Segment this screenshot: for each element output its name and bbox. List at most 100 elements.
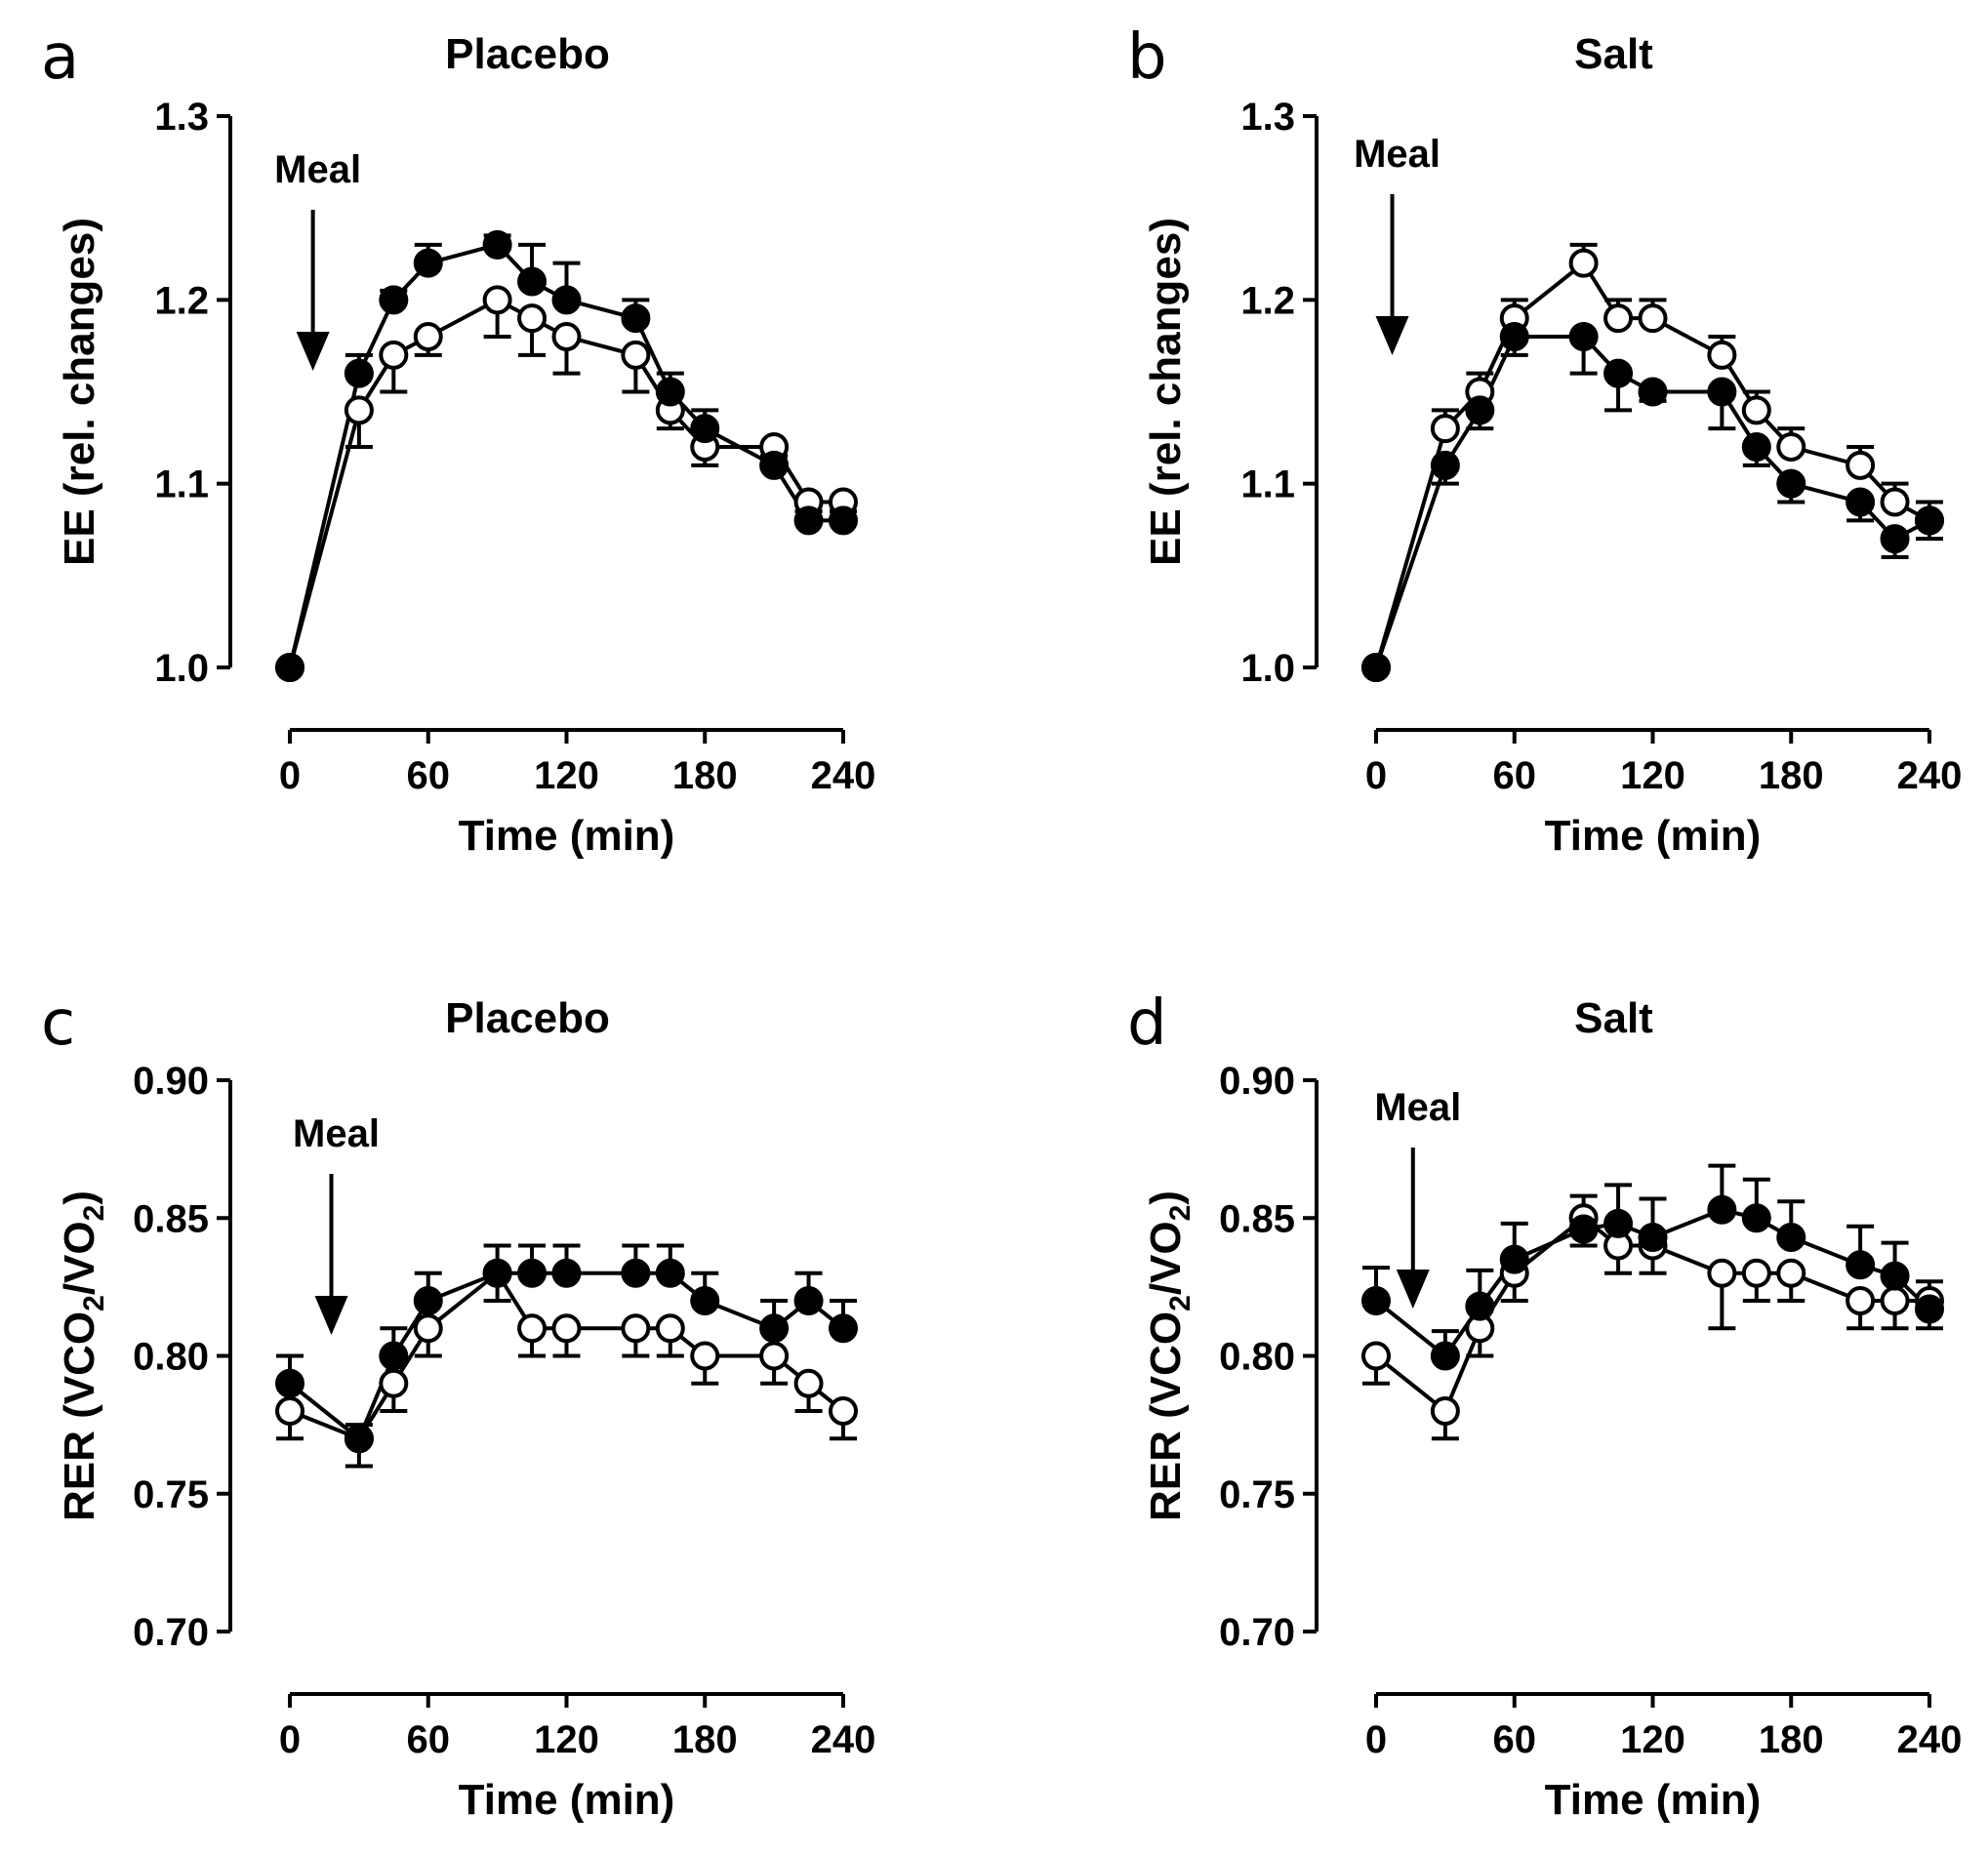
data-point-open <box>1707 340 1737 370</box>
x-tick-label: 0 <box>1365 1718 1387 1761</box>
data-point-filled <box>275 1368 304 1398</box>
data-point-filled <box>275 653 304 682</box>
y-tick-label: 0.80 <box>1219 1336 1295 1379</box>
y-tick-label: 1.1 <box>154 464 209 506</box>
data-point-filled <box>829 505 858 536</box>
data-point-filled <box>1915 1294 1944 1324</box>
meal-annotation-label: Meal <box>1374 1086 1461 1129</box>
data-point-filled <box>829 1313 858 1344</box>
x-tick-label: 0 <box>1365 754 1387 797</box>
x-tick-label: 120 <box>534 754 599 797</box>
panel-title: Salt <box>1574 994 1653 1042</box>
data-point-open <box>621 340 651 370</box>
y-tick-label: 0.90 <box>133 1060 209 1103</box>
data-point-open <box>344 395 374 425</box>
data-point-filled <box>1430 450 1460 480</box>
panel-letter: c <box>41 988 75 1060</box>
x-tick-label: 240 <box>811 1718 876 1761</box>
meal-annotation-label: Meal <box>1354 133 1440 176</box>
x-axis-label: Time (min) <box>459 812 675 860</box>
y-tick-label: 0.75 <box>133 1473 209 1516</box>
data-point-filled <box>1846 1250 1876 1280</box>
x-tick-label: 60 <box>407 1718 451 1761</box>
y-tick-label: 1.1 <box>1240 464 1295 506</box>
data-point-filled <box>1465 395 1495 425</box>
data-point-open <box>379 340 409 370</box>
data-point-open <box>1776 432 1806 462</box>
data-point-filled <box>379 285 409 315</box>
x-axis-label: Time (min) <box>1545 1776 1762 1824</box>
y-axis-label: RER (VCO2/VO2) <box>1142 1190 1197 1521</box>
meal-annotation-label: Meal <box>293 1112 380 1155</box>
data-point-open <box>413 1313 443 1344</box>
panel-c: c Placebo 0.70 0.75 0.80 0.85 0.90 0 60 120 180 240… <box>41 988 875 1824</box>
data-point-open <box>517 1313 548 1344</box>
panel-title: Placebo <box>445 994 610 1042</box>
data-point-open <box>1880 1286 1910 1315</box>
data-point-open <box>1638 303 1668 334</box>
data-point-filled <box>551 285 582 315</box>
panel-b: b Salt 1.0 1.1 1.2 1.3 0 60 120 180 240 Time (min) E… <box>1127 21 1962 860</box>
panel-letter: a <box>41 21 79 94</box>
panel-title: Placebo <box>445 30 610 78</box>
data-point-filled <box>1361 653 1391 682</box>
data-point-filled <box>793 505 824 536</box>
data-point-filled <box>1846 487 1876 517</box>
x-tick-label: 180 <box>1759 754 1824 797</box>
data-point-filled <box>1638 1223 1668 1253</box>
data-point-filled <box>1915 505 1944 536</box>
x-tick-label: 240 <box>1897 1718 1963 1761</box>
data-point-filled <box>551 1258 582 1288</box>
data-point-filled <box>690 1286 720 1315</box>
data-point-filled <box>793 1286 824 1315</box>
data-point-filled <box>1499 1244 1529 1274</box>
y-tick-label: 1.0 <box>154 647 209 690</box>
data-point-filled <box>344 358 374 388</box>
data-point-filled <box>1707 377 1737 407</box>
data-point-open <box>1880 487 1910 517</box>
x-tick-label: 60 <box>1493 754 1537 797</box>
data-point-filled <box>621 303 651 334</box>
data-point-filled <box>1568 322 1599 351</box>
data-point-open <box>413 322 443 351</box>
data-point-open <box>551 1313 582 1344</box>
y-tick-label: 1.3 <box>1240 96 1295 139</box>
meal-arrow-head <box>314 1296 348 1335</box>
data-point-open <box>1741 395 1771 425</box>
data-point-open <box>1361 1341 1391 1371</box>
data-point-open <box>759 1341 790 1371</box>
data-point-open <box>1430 1396 1460 1426</box>
data-point-filled <box>621 1258 651 1288</box>
data-point-filled <box>379 1341 409 1371</box>
panel-letter: b <box>1127 21 1167 94</box>
data-point-filled <box>655 1258 685 1288</box>
x-tick-label: 180 <box>672 754 738 797</box>
data-point-filled <box>1638 377 1668 407</box>
x-tick-label: 0 <box>279 1718 301 1761</box>
data-point-filled <box>413 248 443 278</box>
y-tick-label: 1.0 <box>1240 647 1295 690</box>
data-point-filled <box>655 377 685 407</box>
x-tick-label: 120 <box>534 1718 599 1761</box>
meal-arrow-head <box>1396 1270 1430 1309</box>
data-point-open <box>1776 1258 1806 1288</box>
data-point-filled <box>1430 1341 1460 1371</box>
data-point-filled <box>1880 524 1910 554</box>
panel-letter: d <box>1127 988 1167 1060</box>
data-point-filled <box>344 1424 374 1454</box>
y-tick-label: 0.80 <box>133 1336 209 1379</box>
data-point-open <box>551 322 582 351</box>
y-tick-label: 1.2 <box>154 279 209 322</box>
data-point-filled <box>482 229 512 260</box>
x-tick-label: 180 <box>1759 1718 1824 1761</box>
x-tick-label: 120 <box>1620 754 1685 797</box>
panel-title: Salt <box>1574 30 1653 78</box>
meal-arrow-head <box>296 332 330 371</box>
data-point-filled <box>1741 432 1771 462</box>
data-point-filled <box>482 1258 512 1288</box>
data-point-open <box>793 1368 824 1398</box>
meal-arrow-head <box>1375 316 1409 355</box>
data-point-open <box>621 1313 651 1344</box>
x-tick-label: 60 <box>407 754 451 797</box>
y-tick-label: 1.2 <box>1240 279 1295 322</box>
